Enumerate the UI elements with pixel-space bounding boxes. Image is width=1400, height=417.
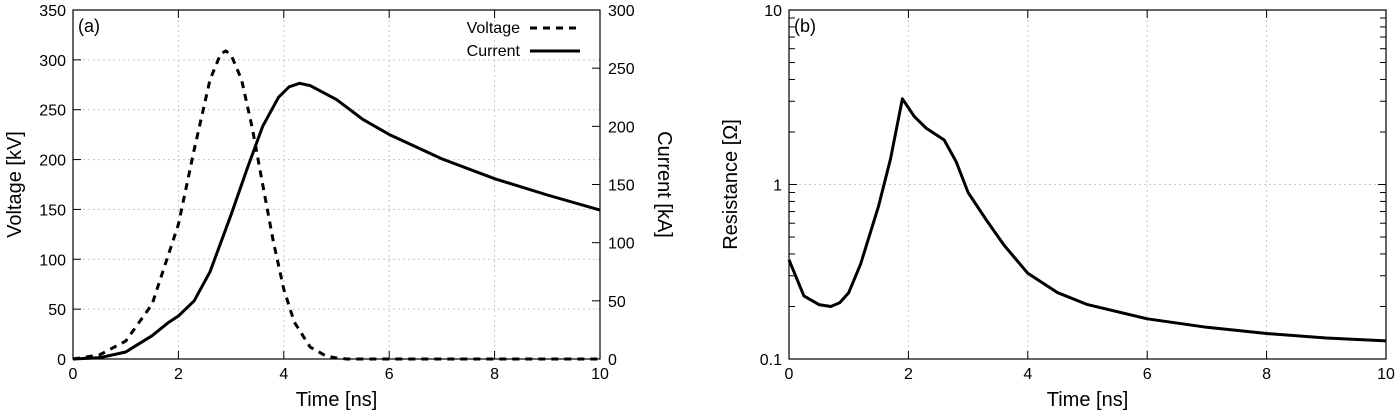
y2-tick-label: 50: [608, 294, 626, 311]
y-tick-label: 250: [39, 103, 66, 120]
y2-tick-label: 150: [608, 178, 635, 195]
y-axis-label: Resistance [Ω]: [720, 119, 742, 250]
chart-panel-b: 0 2 4 6 8 10 0.1 1 10 (b) Time [ns] Resistance [Ω]: [720, 3, 1395, 411]
y-tick-label: 350: [39, 3, 66, 20]
x-tick-label: 8: [1262, 366, 1271, 383]
x-tick-label: 2: [904, 366, 913, 383]
y2-axis-label: Current [kA]: [653, 131, 675, 238]
y-tick-label: 300: [39, 53, 66, 70]
grid: [73, 10, 600, 359]
x-tick-label: 10: [1377, 366, 1395, 383]
x-tick-label: 10: [591, 366, 609, 383]
voltage-series-line: [72, 49, 600, 361]
y2-tick-label: 300: [608, 3, 635, 20]
legend: Voltage Current: [467, 20, 580, 60]
grid: [789, 10, 1386, 359]
x-tick-label: 6: [1143, 366, 1152, 383]
x-tick-label: 0: [785, 366, 794, 383]
y2-tick-label: 0: [608, 352, 617, 369]
x-tick-label: 2: [174, 366, 183, 383]
x-axis-label: Time [ns]: [296, 389, 378, 411]
y-axis-label: Voltage [kV]: [4, 131, 26, 238]
x-tick-label: 6: [385, 366, 394, 383]
plot-frame: [788, 9, 1387, 360]
chart-panel-a: 0 2 4 6 8 10050100150200250300350050100150200…: [4, 3, 675, 411]
x-tick-label: 4: [1023, 366, 1032, 383]
panel-label: (b): [794, 16, 816, 36]
y-tick-label: 1: [773, 178, 782, 195]
y2-tick-label: 100: [608, 236, 635, 253]
series-0-series-line: [787, 97, 1387, 343]
legend-label-current: Current: [467, 43, 521, 60]
y2-tick-label: 250: [608, 61, 635, 78]
plot-frame: [72, 9, 601, 360]
current-series-line: [72, 81, 601, 361]
x-tick-label: 4: [279, 366, 288, 383]
y2-tick-label: 200: [608, 119, 635, 136]
y-tick-label: 0.1: [760, 352, 782, 369]
y-tick-label: 0: [57, 352, 66, 369]
x-axis-label: Time [ns]: [1047, 389, 1129, 411]
y-tick-label: 200: [39, 153, 66, 170]
y-tick-label: 100: [39, 252, 66, 269]
panel-label: (a): [78, 16, 100, 36]
y-tick-label: 10: [764, 3, 782, 20]
y-tick-label: 50: [48, 302, 66, 319]
x-tick-label: 0: [69, 366, 78, 383]
x-tick-label: 8: [490, 366, 499, 383]
legend-label-voltage: Voltage: [467, 20, 520, 37]
y-tick-label: 150: [39, 202, 66, 219]
